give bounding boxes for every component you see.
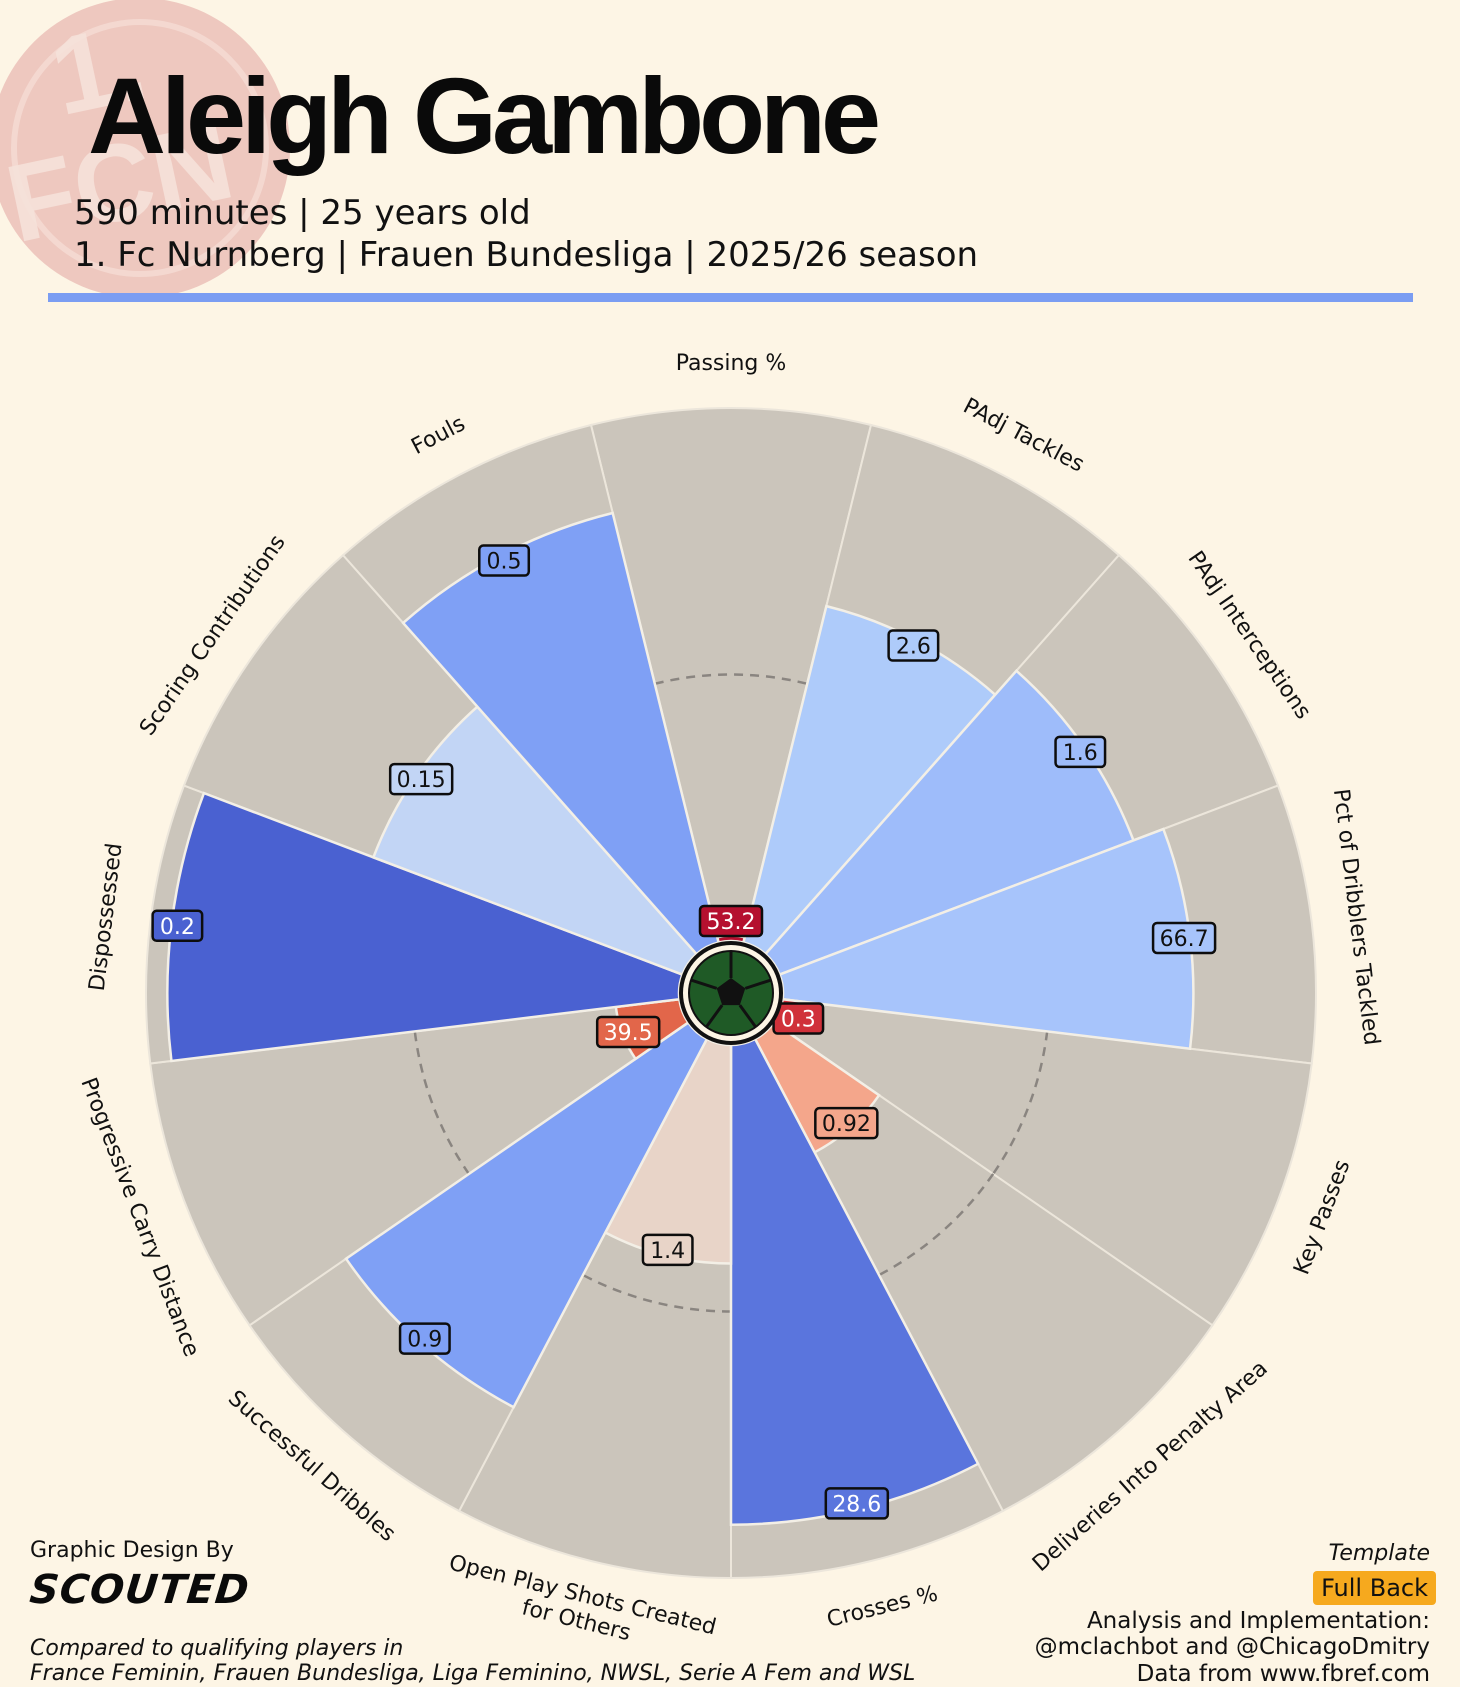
axis-label-crosses: Crosses % xyxy=(824,1581,940,1632)
value-label-key-passes: 0.3 xyxy=(781,1008,816,1033)
player-minutes-age: 590 minutes | 25 years old xyxy=(74,193,531,233)
template-label: Template xyxy=(1328,1541,1430,1566)
value-box-open-play-shots-created-for-others xyxy=(641,1233,694,1267)
value-box-successful-dribbles xyxy=(398,1322,451,1355)
value-box-scoring-contributions xyxy=(388,762,454,796)
soccer-ball-icon xyxy=(679,941,783,1045)
value-label-open-play-shots-created-for-others: 1.4 xyxy=(650,1239,685,1264)
scouted-logo: SCOUTED xyxy=(27,1567,252,1613)
value-label-passing: 53.2 xyxy=(707,910,756,935)
value-label-fouls: 0.5 xyxy=(487,550,522,575)
value-box-crosses xyxy=(824,1487,890,1520)
axis-label-dispossessed: Dispossessed xyxy=(85,842,128,993)
value-label-progressive-carry-distance: 39.5 xyxy=(604,1021,653,1046)
analysis-credit-line1: Analysis and Implementation: xyxy=(1086,1608,1430,1634)
value-box-padj-interceptions xyxy=(1054,735,1107,769)
value-label-crosses: 28.6 xyxy=(832,1492,881,1517)
value-box-fouls xyxy=(478,544,531,577)
axis-label-pct-of-dribblers-tackled: Pct of Dribblers Tackled xyxy=(1328,788,1384,1047)
median-ring-deliveries-into-penalty-area xyxy=(878,1173,995,1277)
header-divider xyxy=(48,293,1413,302)
bar-pct-of-dribblers-tackled xyxy=(778,827,1195,1051)
axis-label-fouls: Fouls xyxy=(407,411,469,460)
value-label-deliveries-into-penalty-area: 0.92 xyxy=(822,1112,871,1137)
value-label-padj-tackles: 2.6 xyxy=(896,635,931,660)
axis-label-key-passes: Key Passes xyxy=(1289,1156,1355,1278)
club-badge-logo: 1. FCN xyxy=(0,0,290,298)
value-label-pct-of-dribblers-tackled: 66.7 xyxy=(1160,927,1209,952)
axis-label-passing: Passing % xyxy=(676,351,787,376)
analysis-credit-line2: @mclachbot and @ChicagoDmitry xyxy=(1034,1634,1430,1661)
value-label-padj-interceptions: 1.6 xyxy=(1063,741,1098,766)
median-ring-open-play-shots-created-for-others xyxy=(582,1273,732,1313)
value-label-successful-dribbles: 0.9 xyxy=(407,1328,442,1353)
median-ring-passing xyxy=(654,673,808,685)
bar-padj-interceptions xyxy=(763,669,1136,977)
value-box-padj-tackles xyxy=(887,629,940,662)
value-label-scoring-contributions: 0.15 xyxy=(397,768,446,793)
value-box-pct-of-dribblers-tackled xyxy=(1151,921,1217,955)
player-name: Aleigh Gambone xyxy=(88,55,881,176)
value-box-passing xyxy=(698,904,764,938)
comparison-note-line1: Compared to qualifying players in xyxy=(30,1636,404,1661)
design-credit-label: Graphic Design By xyxy=(30,1538,234,1563)
value-box-deliveries-into-penalty-area xyxy=(814,1106,879,1140)
comparison-note: Compared to qualifying players in France… xyxy=(30,1636,915,1687)
value-box-dispossessed xyxy=(151,909,204,943)
player-club-league-season: 1. Fc Nurnberg | Frauen Bundesliga | 202… xyxy=(74,235,979,275)
median-ring-key-passes xyxy=(992,1031,1049,1175)
analysis-credit-line3: Data from www.fbref.com xyxy=(1136,1660,1430,1687)
comparison-note-line2: France Feminin, Frauen Bundesliga, Liga … xyxy=(30,1661,916,1687)
value-label-dispossessed: 0.2 xyxy=(160,915,195,940)
value-box-progressive-carry-distance xyxy=(595,1015,661,1049)
percentile-radar-chart: 53.2 2.6 1.6 66.7 0.3 0.92 28.6 1.4 0.9 39.5 0.2 0.… xyxy=(75,351,1384,1646)
median-ring-progressive-carry-distance xyxy=(413,1031,470,1175)
analysis-credit: Analysis and Implementation: @mclachbot … xyxy=(1035,1608,1430,1687)
template-badge: Full Back xyxy=(1313,1571,1436,1605)
